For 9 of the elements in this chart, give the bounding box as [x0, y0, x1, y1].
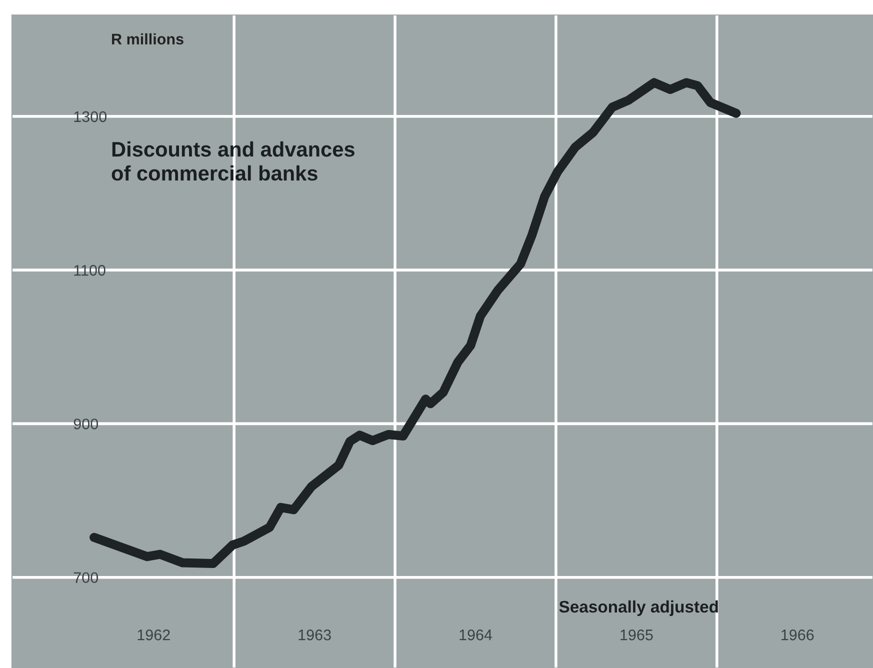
y-axis-title: R millions [112, 33, 184, 45]
x-tick-label: 1963 [298, 630, 331, 640]
x-tick-label: 1965 [620, 630, 653, 640]
x-tick-label: 1962 [138, 630, 170, 640]
x-tick-label: 1966 [782, 630, 814, 640]
y-tick-label: 900 [74, 418, 98, 430]
x-tick-label: 1964 [460, 630, 492, 640]
y-tick-label: 1300 [74, 111, 106, 122]
y-tick-label: 1100 [74, 264, 106, 276]
